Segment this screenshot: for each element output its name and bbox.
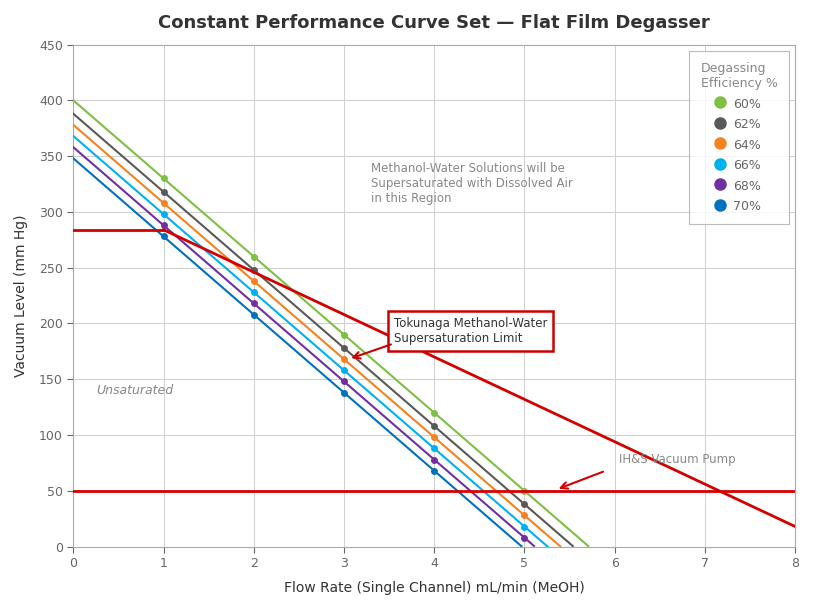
Text: IH&S Vacuum Pump: IH&S Vacuum Pump xyxy=(620,453,736,466)
X-axis label: Flow Rate (Single Channel) mL/min (MeOH): Flow Rate (Single Channel) mL/min (MeOH) xyxy=(284,581,585,595)
Legend: 60%, 62%, 64%, 66%, 68%, 70%: 60%, 62%, 64%, 66%, 68%, 70% xyxy=(689,51,789,224)
Text: Tokunaga Methanol-Water
Supersaturation Limit: Tokunaga Methanol-Water Supersaturation … xyxy=(393,317,547,345)
Text: Methanol-Water Solutions will be
Supersaturated with Dissolved Air
in this Regio: Methanol-Water Solutions will be Supersa… xyxy=(371,162,573,205)
Title: Constant Performance Curve Set — Flat Film Degasser: Constant Performance Curve Set — Flat Fi… xyxy=(159,14,710,32)
Y-axis label: Vacuum Level (mm Hg): Vacuum Level (mm Hg) xyxy=(14,214,28,377)
Text: Unsaturated: Unsaturated xyxy=(96,384,173,397)
